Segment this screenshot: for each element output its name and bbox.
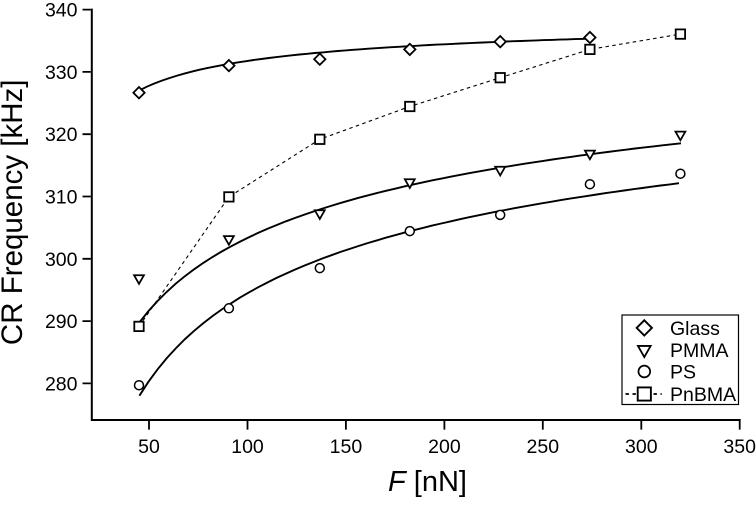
svg-text:150: 150: [330, 436, 363, 458]
svg-text:F [nN]: F [nN]: [388, 466, 467, 498]
svg-text:330: 330: [45, 62, 78, 84]
svg-text:Glass: Glass: [670, 318, 720, 340]
svg-text:300: 300: [625, 436, 658, 458]
svg-text:PMMA: PMMA: [670, 340, 729, 362]
svg-text:290: 290: [45, 311, 78, 333]
svg-text:310: 310: [45, 187, 78, 209]
svg-text:320: 320: [45, 124, 78, 146]
svg-text:340: 340: [45, 0, 78, 22]
svg-text:200: 200: [428, 436, 461, 458]
svg-text:300: 300: [45, 249, 78, 271]
svg-text:PS: PS: [670, 362, 696, 384]
svg-text:280: 280: [45, 373, 78, 395]
svg-text:350: 350: [723, 436, 756, 458]
svg-text:CR Frequency [kHz]: CR Frequency [kHz]: [0, 80, 29, 346]
svg-text:250: 250: [527, 436, 560, 458]
svg-text:50: 50: [138, 436, 160, 458]
svg-text:PnBMA: PnBMA: [670, 384, 736, 406]
svg-text:100: 100: [231, 436, 264, 458]
